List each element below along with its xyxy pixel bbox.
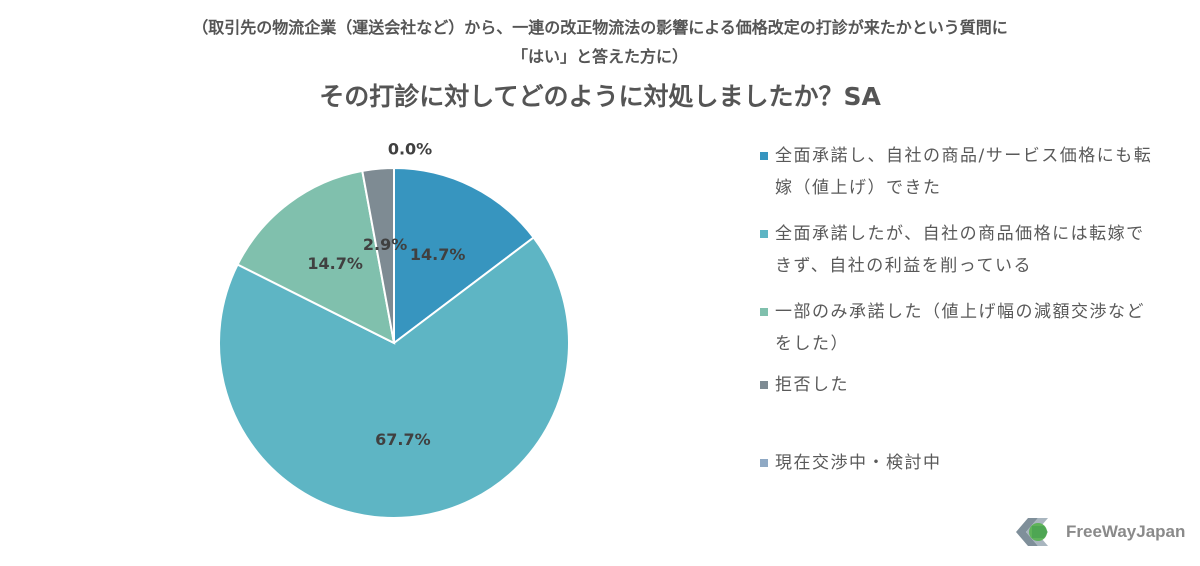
legend-label-line: 拒否した xyxy=(775,375,849,395)
legend-label-line: 嫁（値上げ）できた xyxy=(775,178,942,198)
legend-swatch xyxy=(760,308,768,316)
legend-item: 一部のみ承諾した（値上げ幅の減額交渉など をした） xyxy=(760,296,1180,360)
pie-slice xyxy=(218,236,570,519)
legend-swatch xyxy=(760,230,768,238)
logo-text: FreeWayJapan xyxy=(1066,522,1186,541)
legend-swatch xyxy=(760,459,768,467)
data-label: 14.7% xyxy=(410,245,466,264)
data-label: 14.7% xyxy=(307,254,363,273)
legend-label-line: 一部のみ承諾した（値上げ幅の減額交渉など xyxy=(775,302,1145,322)
legend-item: 全面承諾したが、自社の商品価格には転嫁で きず、自社の利益を削っている xyxy=(760,218,1180,282)
pie-slice xyxy=(361,166,395,344)
legend-item: 現在交渉中・検討中 xyxy=(760,447,1180,479)
data-label: 0.0% xyxy=(388,140,432,159)
chart-subtitle-line-2: 「はい」と答えた方に） xyxy=(511,47,688,66)
legend-label-line: 全面承諾したが、自社の商品価格には転嫁で xyxy=(775,224,1145,244)
data-label: 2.9% xyxy=(363,235,407,254)
legend-label-line: をした） xyxy=(775,334,849,354)
pie-slice xyxy=(236,169,396,345)
chart-subtitle-line-1: （取引先の物流企業（運送会社など）から、一連の改正物流法の影響による価格改定の打… xyxy=(192,18,1008,37)
legend-label-line: 全面承諾し、自社の商品/サービス価格にも転 xyxy=(775,146,1153,166)
legend-swatch xyxy=(760,381,768,389)
chart-title: その打診に対してどのように対処しましたか？SA xyxy=(319,82,881,111)
brand-logo: FreeWayJapan xyxy=(1012,512,1185,552)
legend-label-line: きず、自社の利益を削っている xyxy=(775,256,1032,276)
legend-item: 拒否した xyxy=(760,369,1180,401)
legend-swatch xyxy=(760,152,768,160)
freewayjapan-logo-icon xyxy=(1016,518,1048,546)
legend-label-line: 現在交渉中・検討中 xyxy=(775,453,942,473)
data-label: 67.7% xyxy=(375,430,431,449)
pie-slice xyxy=(393,166,536,346)
legend-item: 全面承諾し、自社の商品/サービス価格にも転 嫁（値上げ）できた xyxy=(760,140,1180,204)
